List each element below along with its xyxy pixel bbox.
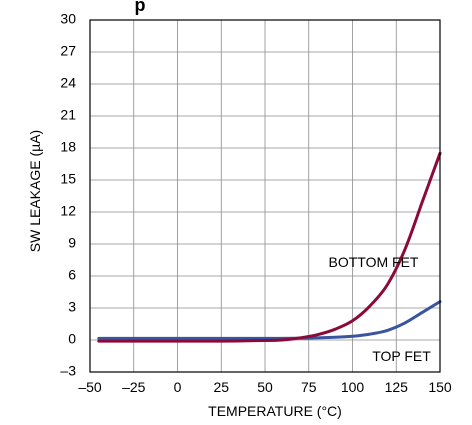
- x-tick-label: 50: [257, 379, 273, 395]
- y-tick-label: 3: [68, 299, 76, 315]
- y-tick-label: 0: [68, 331, 76, 347]
- y-tick-label: 21: [60, 107, 76, 123]
- series-line-top-fet: [97, 300, 442, 340]
- y-tick-label: 18: [60, 139, 76, 155]
- x-tick-label: –50: [78, 379, 102, 395]
- x-tick-label: 0: [174, 379, 182, 395]
- x-tick-label: 150: [428, 379, 452, 395]
- x-tick-label: 25: [213, 379, 229, 395]
- x-axis-title: TEMPERATURE (°C): [208, 403, 342, 419]
- y-tick-labels: –3 0 3 6 9 12 15 18 21 24 27 30: [60, 11, 76, 379]
- x-tick-label: –25: [122, 379, 146, 395]
- annotation-top-fet: TOP FET: [372, 348, 431, 364]
- y-tick-label: 9: [68, 235, 76, 251]
- chart-title-fragment: p: [135, 0, 146, 15]
- series-annotations: BOTTOM FET TOP FET: [329, 254, 432, 364]
- y-tick-label: 6: [68, 267, 76, 283]
- y-tick-label: 12: [60, 203, 76, 219]
- y-tick-label: 30: [60, 11, 76, 27]
- y-tick-label: –3: [60, 363, 76, 379]
- series-line-bottom-fet: [97, 151, 442, 343]
- y-tick-label: 24: [60, 75, 76, 91]
- series-lines: [97, 151, 442, 343]
- x-tick-label: 75: [301, 379, 317, 395]
- grid: [89, 19, 441, 373]
- x-tick-labels: –50 –25 0 25 50 75 100 125 150: [78, 379, 452, 395]
- x-tick-label: 125: [385, 379, 409, 395]
- y-tick-label: 27: [60, 43, 76, 59]
- y-axis-title: SW LEAKAGE (µA): [27, 130, 43, 252]
- y-tick-label: 15: [60, 171, 76, 187]
- plot-frame: [89, 19, 441, 373]
- annotation-bottom-fet: BOTTOM FET: [329, 254, 419, 270]
- x-tick-label: 100: [341, 379, 365, 395]
